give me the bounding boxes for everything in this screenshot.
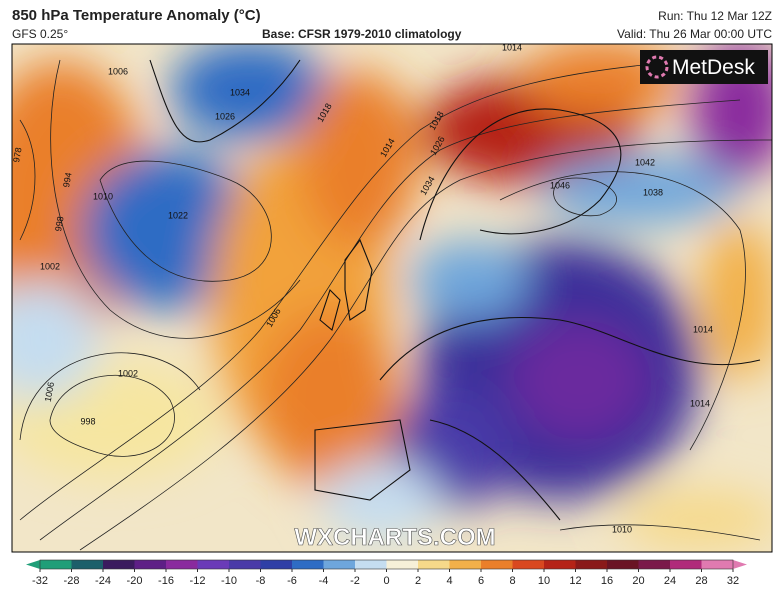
run: Run: Thu 12 Mar 12Z <box>658 9 772 23</box>
colorbar-segment <box>71 560 104 569</box>
anomaly-field <box>12 44 772 550</box>
isobar-label: 1038 <box>643 187 663 197</box>
colorbar-segment <box>638 560 671 569</box>
colorbar-segment <box>355 560 387 569</box>
model: GFS 0.25° <box>12 27 68 41</box>
colorbar-tick-label: 10 <box>538 575 550 587</box>
colorbar-segment <box>260 560 293 569</box>
colorbar-tick-label: -8 <box>256 575 266 587</box>
colorbar-tick-label: -16 <box>158 575 174 587</box>
isobar-label: 998 <box>53 216 65 233</box>
colorbar-tick-label: -12 <box>190 575 206 587</box>
isobar-label: 1014 <box>502 42 522 52</box>
isobar-label: 998 <box>80 416 95 426</box>
colorbar-segment <box>670 560 702 569</box>
colorbar-segment <box>481 560 513 569</box>
isobars <box>19 59 772 551</box>
title: 850 hPa Temperature Anomaly (°C) <box>12 7 261 24</box>
isobar-label: 1042 <box>635 157 655 167</box>
logo-box: MetDesk <box>640 50 768 84</box>
isobar-label: 1002 <box>40 261 60 271</box>
colorbar-segment <box>103 560 135 569</box>
colorbar-tick-label: -20 <box>127 575 143 587</box>
colorbar-segment <box>229 560 261 569</box>
colorbar-tick-label: -32 <box>32 575 48 587</box>
map-frame <box>11 43 773 553</box>
colorbar-tick-label: 2 <box>415 575 421 587</box>
colorbar: -32 -28 -24 -20 -16 -12 -10 -8 -6 -4 -2 0 2 4 6 8 10 12 16… <box>26 559 747 587</box>
isobar-label: 1014 <box>690 398 710 408</box>
colorbar-segment <box>607 560 639 569</box>
colorbar-tick-label: -4 <box>319 575 329 587</box>
colorbar-segment <box>701 560 734 569</box>
colorbar-segment <box>323 560 356 569</box>
isobar-label: 1010 <box>93 191 113 201</box>
colorbar-segment <box>166 560 198 569</box>
colorbar-tick-label: 8 <box>509 575 515 587</box>
colorbar-arrow-right <box>733 560 747 569</box>
colorbar-segment <box>449 560 482 569</box>
colorbar-segment <box>418 560 450 569</box>
colorbar-segment <box>197 560 230 569</box>
colorbar-segment <box>544 560 576 569</box>
logo: MetDesk <box>672 56 755 79</box>
colorbar-segment <box>292 560 324 569</box>
colorbar-segment <box>134 560 167 569</box>
isobar-label: 1006 <box>43 381 56 402</box>
isobar-label: 994 <box>61 172 73 189</box>
colorbar-tick-label: 12 <box>569 575 581 587</box>
colorbar-segment <box>40 560 72 569</box>
isobar-label: 1022 <box>168 210 188 220</box>
valid: Valid: Thu 26 Mar 00:00 UTC <box>617 27 772 41</box>
colorbar-segment <box>386 560 419 569</box>
colorbar-tick-label: -6 <box>287 575 297 587</box>
isobar-label: 1014 <box>693 324 713 334</box>
isobar-label: 1046 <box>550 180 570 190</box>
isobar-label: 1006 <box>108 66 128 76</box>
isobar-label: 1034 <box>230 87 250 97</box>
isobar-label: 978 <box>11 147 23 164</box>
colorbar-arrow-left <box>26 560 40 569</box>
base: Base: CFSR 1979-2010 climatology <box>262 27 462 41</box>
isobar-label: 1002 <box>118 368 138 378</box>
watermark: WXCHARTS.COM <box>294 524 495 551</box>
colorbar-tick-label: 4 <box>446 575 452 587</box>
isobar-label: 1010 <box>612 524 632 534</box>
isobar-label: 1026 <box>215 111 235 121</box>
colorbar-tick-label: 28 <box>695 575 707 587</box>
colorbar-segment <box>512 560 545 569</box>
colorbar-tick-label: 0 <box>383 575 389 587</box>
colorbar-tick-label: -28 <box>64 575 80 587</box>
colorbar-tick-label: 20 <box>632 575 644 587</box>
coastlines <box>149 59 761 521</box>
colorbar-tick-label: 6 <box>478 575 484 587</box>
colorbar-tick-label: -2 <box>350 575 360 587</box>
colorbar-tick-label: 24 <box>664 575 676 587</box>
colorbar-tick-label: 16 <box>601 575 613 587</box>
colorbar-segment <box>575 560 608 569</box>
colorbar-tick-label: -10 <box>221 575 237 587</box>
colorbar-tick-label: -24 <box>95 575 111 587</box>
colorbar-tick-label: 32 <box>727 575 739 587</box>
